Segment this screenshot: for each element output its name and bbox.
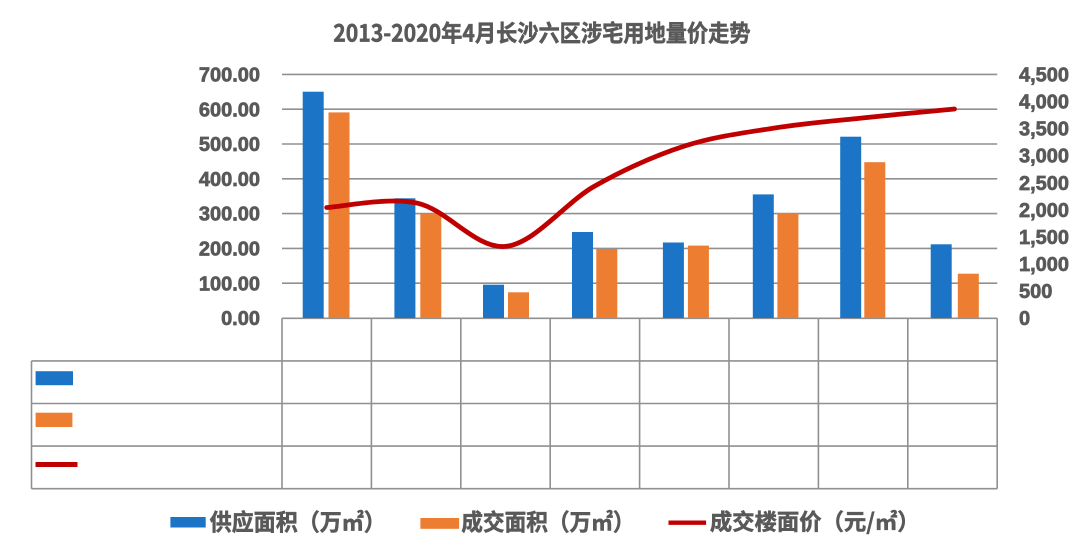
svg-text:300.00: 300.00 xyxy=(199,204,260,226)
svg-text:200.00: 200.00 xyxy=(199,239,260,261)
svg-text:500: 500 xyxy=(1019,281,1052,303)
svg-text:2,000: 2,000 xyxy=(1019,200,1069,222)
svg-text:1,000: 1,000 xyxy=(1019,254,1069,276)
svg-text:4,500: 4,500 xyxy=(1019,65,1069,87)
svg-text:2,500: 2,500 xyxy=(1019,173,1069,195)
svg-text:3,000: 3,000 xyxy=(1019,146,1069,168)
svg-text:1,500: 1,500 xyxy=(1019,227,1069,249)
svg-text:400.00: 400.00 xyxy=(199,169,260,191)
svg-text:600.00: 600.00 xyxy=(199,99,260,121)
svg-text:100.00: 100.00 xyxy=(199,273,260,295)
svg-text:0: 0 xyxy=(1019,308,1030,330)
svg-text:0.00: 0.00 xyxy=(221,308,260,330)
svg-text:3,500: 3,500 xyxy=(1019,119,1069,141)
svg-text:500.00: 500.00 xyxy=(199,134,260,156)
svg-text:4,000: 4,000 xyxy=(1019,92,1069,114)
svg-text:700.00: 700.00 xyxy=(199,65,260,87)
